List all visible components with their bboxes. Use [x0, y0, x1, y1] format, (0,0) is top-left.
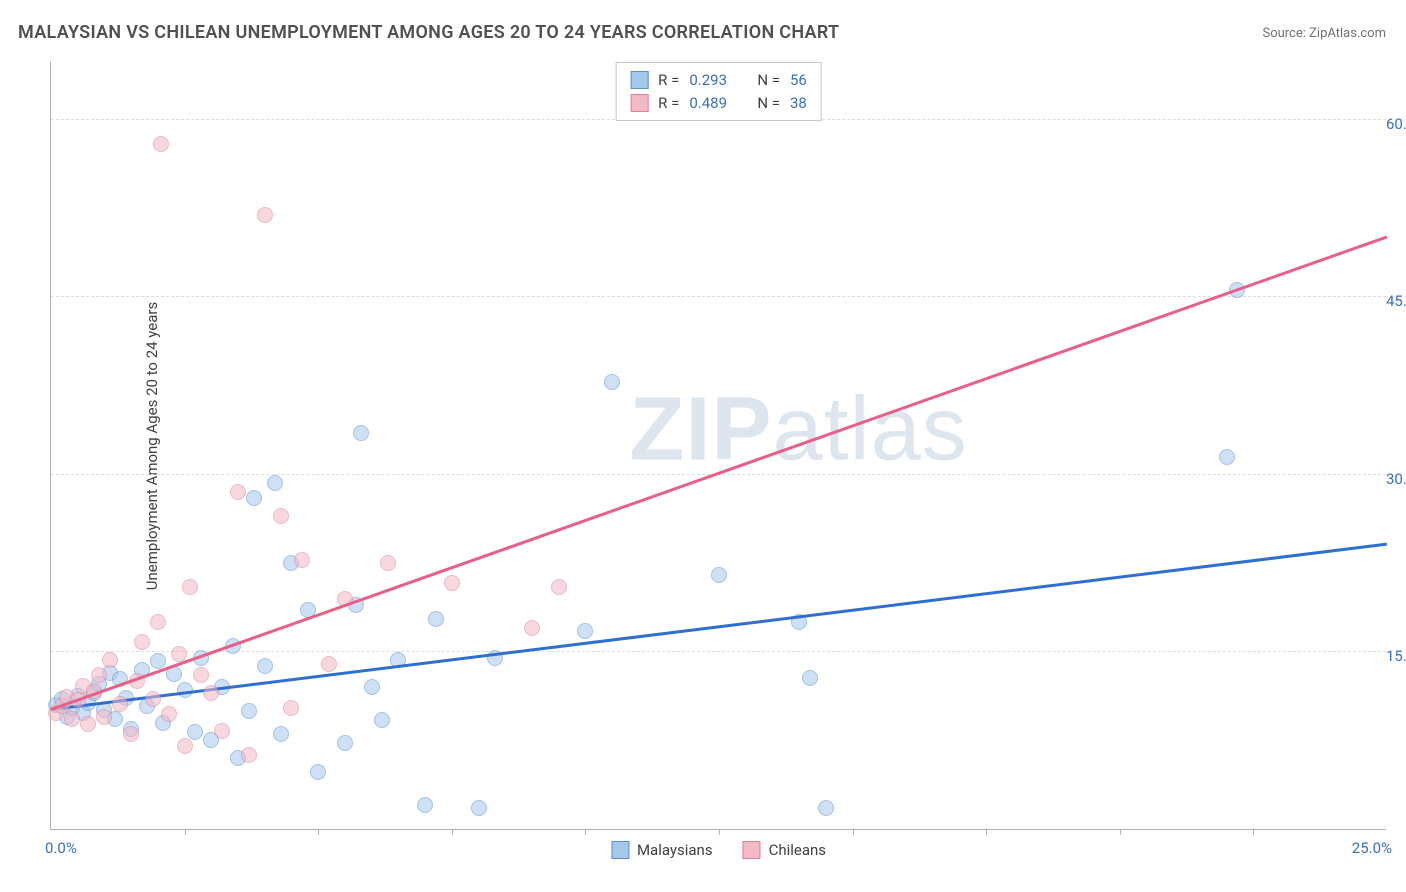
- n-label: N =: [757, 92, 780, 115]
- y-tick-label: 15.0%: [1376, 647, 1406, 665]
- data-point: [444, 575, 460, 591]
- watermark: ZIPatlas: [630, 379, 968, 482]
- data-point: [177, 738, 193, 754]
- data-point: [604, 374, 620, 390]
- legend-item-malaysians: Malaysians: [611, 841, 713, 859]
- swatch-malaysians: [630, 71, 648, 89]
- data-point: [187, 724, 203, 740]
- data-point: [380, 555, 396, 571]
- legend-label-chileans: Chileans: [769, 841, 826, 859]
- source-attribution: Source: ZipAtlas.com: [1262, 26, 1386, 41]
- data-point: [417, 797, 433, 813]
- data-point: [577, 623, 593, 639]
- legend-label-malaysians: Malaysians: [637, 841, 713, 859]
- data-point: [241, 703, 257, 719]
- data-point: [214, 723, 230, 739]
- data-point: [471, 800, 487, 816]
- legend-row-malaysians: R = 0.293 N = 56: [630, 69, 807, 92]
- chart-title: MALAYSIAN VS CHILEAN UNEMPLOYMENT AMONG …: [18, 22, 839, 43]
- data-point: [123, 726, 139, 742]
- data-point: [153, 136, 169, 152]
- r-label: R =: [658, 69, 679, 92]
- x-axis-max-label: 25.0%: [1352, 839, 1392, 857]
- x-axis-min-label: 0.0%: [45, 839, 77, 857]
- chart-container: MALAYSIAN VS CHILEAN UNEMPLOYMENT AMONG …: [0, 0, 1406, 892]
- x-tick: [986, 829, 987, 835]
- y-tick-label: 30.0%: [1376, 470, 1406, 488]
- y-tick-label: 60.0%: [1376, 115, 1406, 133]
- x-tick: [1120, 829, 1121, 835]
- r-label: R =: [658, 92, 679, 115]
- data-point: [80, 716, 96, 732]
- x-tick: [452, 829, 453, 835]
- r-value-chileans: 0.489: [689, 92, 741, 115]
- data-point: [91, 667, 107, 683]
- data-point: [145, 691, 161, 707]
- data-point: [257, 658, 273, 674]
- n-value-malaysians: 56: [790, 69, 807, 92]
- gridline: [51, 651, 1386, 652]
- data-point: [273, 726, 289, 742]
- data-point: [283, 700, 299, 716]
- plot-area: ZIPatlas R = 0.293 N = 56 R = 0.489 N = …: [50, 62, 1386, 830]
- data-point: [230, 484, 246, 500]
- n-value-chileans: 38: [790, 92, 807, 115]
- swatch-chileans-icon: [743, 841, 761, 859]
- x-tick: [719, 829, 720, 835]
- y-tick-label: 45.0%: [1376, 292, 1406, 310]
- source-name: ZipAtlas.com: [1309, 26, 1386, 41]
- data-point: [294, 552, 310, 568]
- swatch-chileans: [630, 94, 648, 112]
- gridline: [51, 296, 1386, 297]
- data-point: [267, 475, 283, 491]
- correlation-legend: R = 0.293 N = 56 R = 0.489 N = 38: [615, 62, 822, 121]
- x-tick: [853, 829, 854, 835]
- source-prefix: Source:: [1262, 26, 1309, 41]
- data-point: [374, 712, 390, 728]
- n-label: N =: [757, 69, 780, 92]
- x-tick: [318, 829, 319, 835]
- data-point: [551, 579, 567, 595]
- data-point: [364, 679, 380, 695]
- legend-item-chileans: Chileans: [743, 841, 826, 859]
- data-point: [353, 425, 369, 441]
- data-point: [150, 614, 166, 630]
- data-point: [310, 764, 326, 780]
- data-point: [161, 706, 177, 722]
- data-point: [273, 508, 289, 524]
- data-point: [134, 634, 150, 650]
- data-point: [64, 711, 80, 727]
- data-point: [711, 567, 727, 583]
- data-point: [1219, 449, 1235, 465]
- data-point: [177, 682, 193, 698]
- data-point: [818, 800, 834, 816]
- data-point: [96, 709, 112, 725]
- data-point: [246, 490, 262, 506]
- x-tick: [585, 829, 586, 835]
- data-point: [337, 735, 353, 751]
- legend-row-chileans: R = 0.489 N = 38: [630, 92, 807, 115]
- data-point: [802, 670, 818, 686]
- data-point: [241, 747, 257, 763]
- data-point: [524, 620, 540, 636]
- data-point: [257, 207, 273, 223]
- data-point: [428, 611, 444, 627]
- data-point: [193, 667, 209, 683]
- series-legend: Malaysians Chileans: [611, 841, 826, 859]
- swatch-malaysians-icon: [611, 841, 629, 859]
- x-tick: [185, 829, 186, 835]
- r-value-malaysians: 0.293: [689, 69, 741, 92]
- watermark-bold: ZIP: [630, 380, 773, 480]
- data-point: [102, 652, 118, 668]
- data-point: [321, 656, 337, 672]
- data-point: [112, 696, 128, 712]
- data-point: [182, 579, 198, 595]
- x-tick: [1253, 829, 1254, 835]
- data-point: [203, 685, 219, 701]
